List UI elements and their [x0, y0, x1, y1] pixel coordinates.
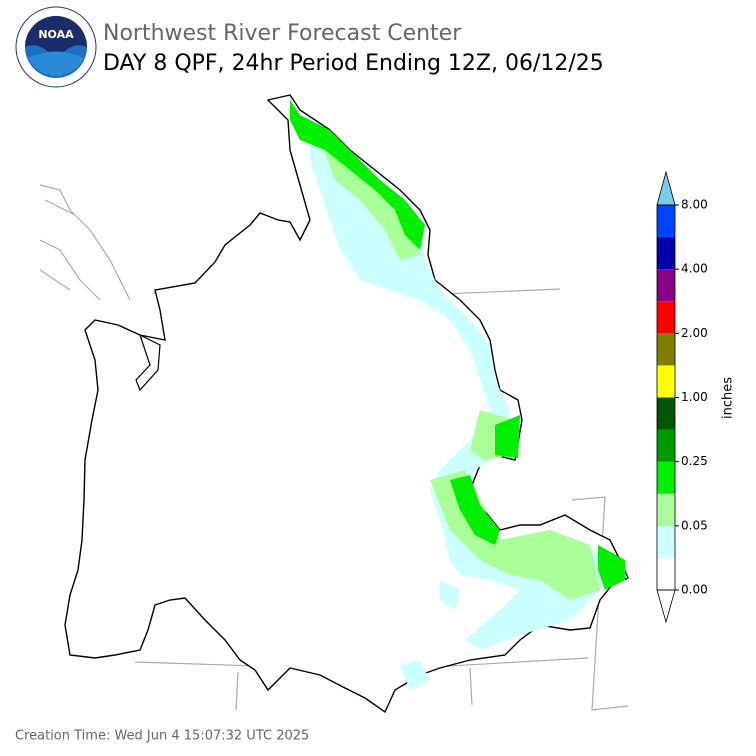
- colorbar-swatch: [657, 557, 675, 590]
- colorbar-swatch: [657, 269, 675, 302]
- colorbar-over: [656, 170, 676, 206]
- colorbar-label: inches: [721, 377, 736, 419]
- colorbar-tick-label: 8.00: [681, 198, 708, 212]
- colorbar-swatch: [657, 301, 675, 334]
- colorbar-swatch: [657, 461, 675, 494]
- colorbar-tick-label: 0.05: [681, 518, 708, 532]
- logo-text: NOAA: [38, 28, 74, 41]
- title: Northwest River Forecast Center: [103, 21, 462, 46]
- map: [39, 94, 629, 714]
- colorbar-tick-label: 0.25: [681, 454, 708, 468]
- colorbar-swatch: [657, 397, 675, 430]
- colorbar-swatch: [657, 333, 675, 366]
- colorbar-swatch: [657, 237, 675, 270]
- colorbar-under: [656, 589, 676, 624]
- colorbar-swatch: [657, 429, 675, 462]
- colorbar-swatch: [657, 365, 675, 398]
- colorbar-tick-label: 4.00: [681, 262, 708, 276]
- colorbar-swatch: [657, 493, 675, 526]
- footer: Creation Time: Wed Jun 4 15:07:32 UTC 20…: [15, 729, 309, 744]
- colorbar: 0.00 0.05 0.25 1.00 2.00 4.00 8.00: [656, 170, 708, 624]
- colorbar-swatch: [657, 205, 675, 238]
- colorbar-tick-label: 2.00: [681, 326, 708, 340]
- logo: NOAA: [15, 6, 97, 88]
- colorbar-swatch: [657, 525, 675, 558]
- colorbar-tick-label: 1.00: [681, 390, 708, 404]
- colorbar-tick-label: 0.00: [681, 583, 708, 597]
- subtitle: DAY 8 QPF, 24hr Period Ending 12Z, 06/12…: [103, 51, 604, 76]
